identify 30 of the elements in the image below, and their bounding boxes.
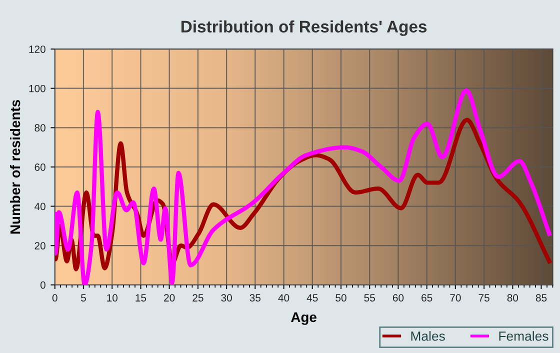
y-tick-label: 60 [34,163,46,171]
x-tick-label: 85 [536,294,547,302]
x-tick-label: 0 [52,294,58,302]
y-tick-label: 80 [34,124,46,132]
x-tick-label: 45 [306,294,318,302]
y-tick-label: 20 [34,242,46,250]
x-tick-label: 55 [364,294,375,302]
x-tick-label: 80 [507,294,518,302]
y-tick-label: 120 [29,46,46,53]
x-tick-label: 70 [450,294,461,302]
x-tick-label: 5 [81,294,86,302]
y-tick-label: 0 [40,281,46,289]
x-tick-label: 40 [278,294,290,302]
x-tick-label: 35 [250,294,261,302]
x-tick-label: 15 [136,294,146,302]
y-tick-label: 100 [29,84,46,92]
x-tick-label: 10 [107,294,118,302]
x-tick-label: 65 [422,294,432,302]
x-axis-title: Age [291,312,316,325]
x-tick-label: 50 [336,294,346,302]
y-axis-title: Number of residents [10,100,20,234]
chart-title: Distribution of Residents' Ages [181,20,427,36]
legend-label: Females [499,331,548,341]
x-tick-label: 25 [192,294,204,302]
x-tick-label: 20 [164,294,175,302]
x-tick-label: 30 [221,294,232,302]
x-tick-label: 75 [478,294,490,302]
x-tick-label: 60 [392,294,404,302]
legend-label: Males [411,331,445,341]
y-tick-label: 40 [34,202,46,210]
